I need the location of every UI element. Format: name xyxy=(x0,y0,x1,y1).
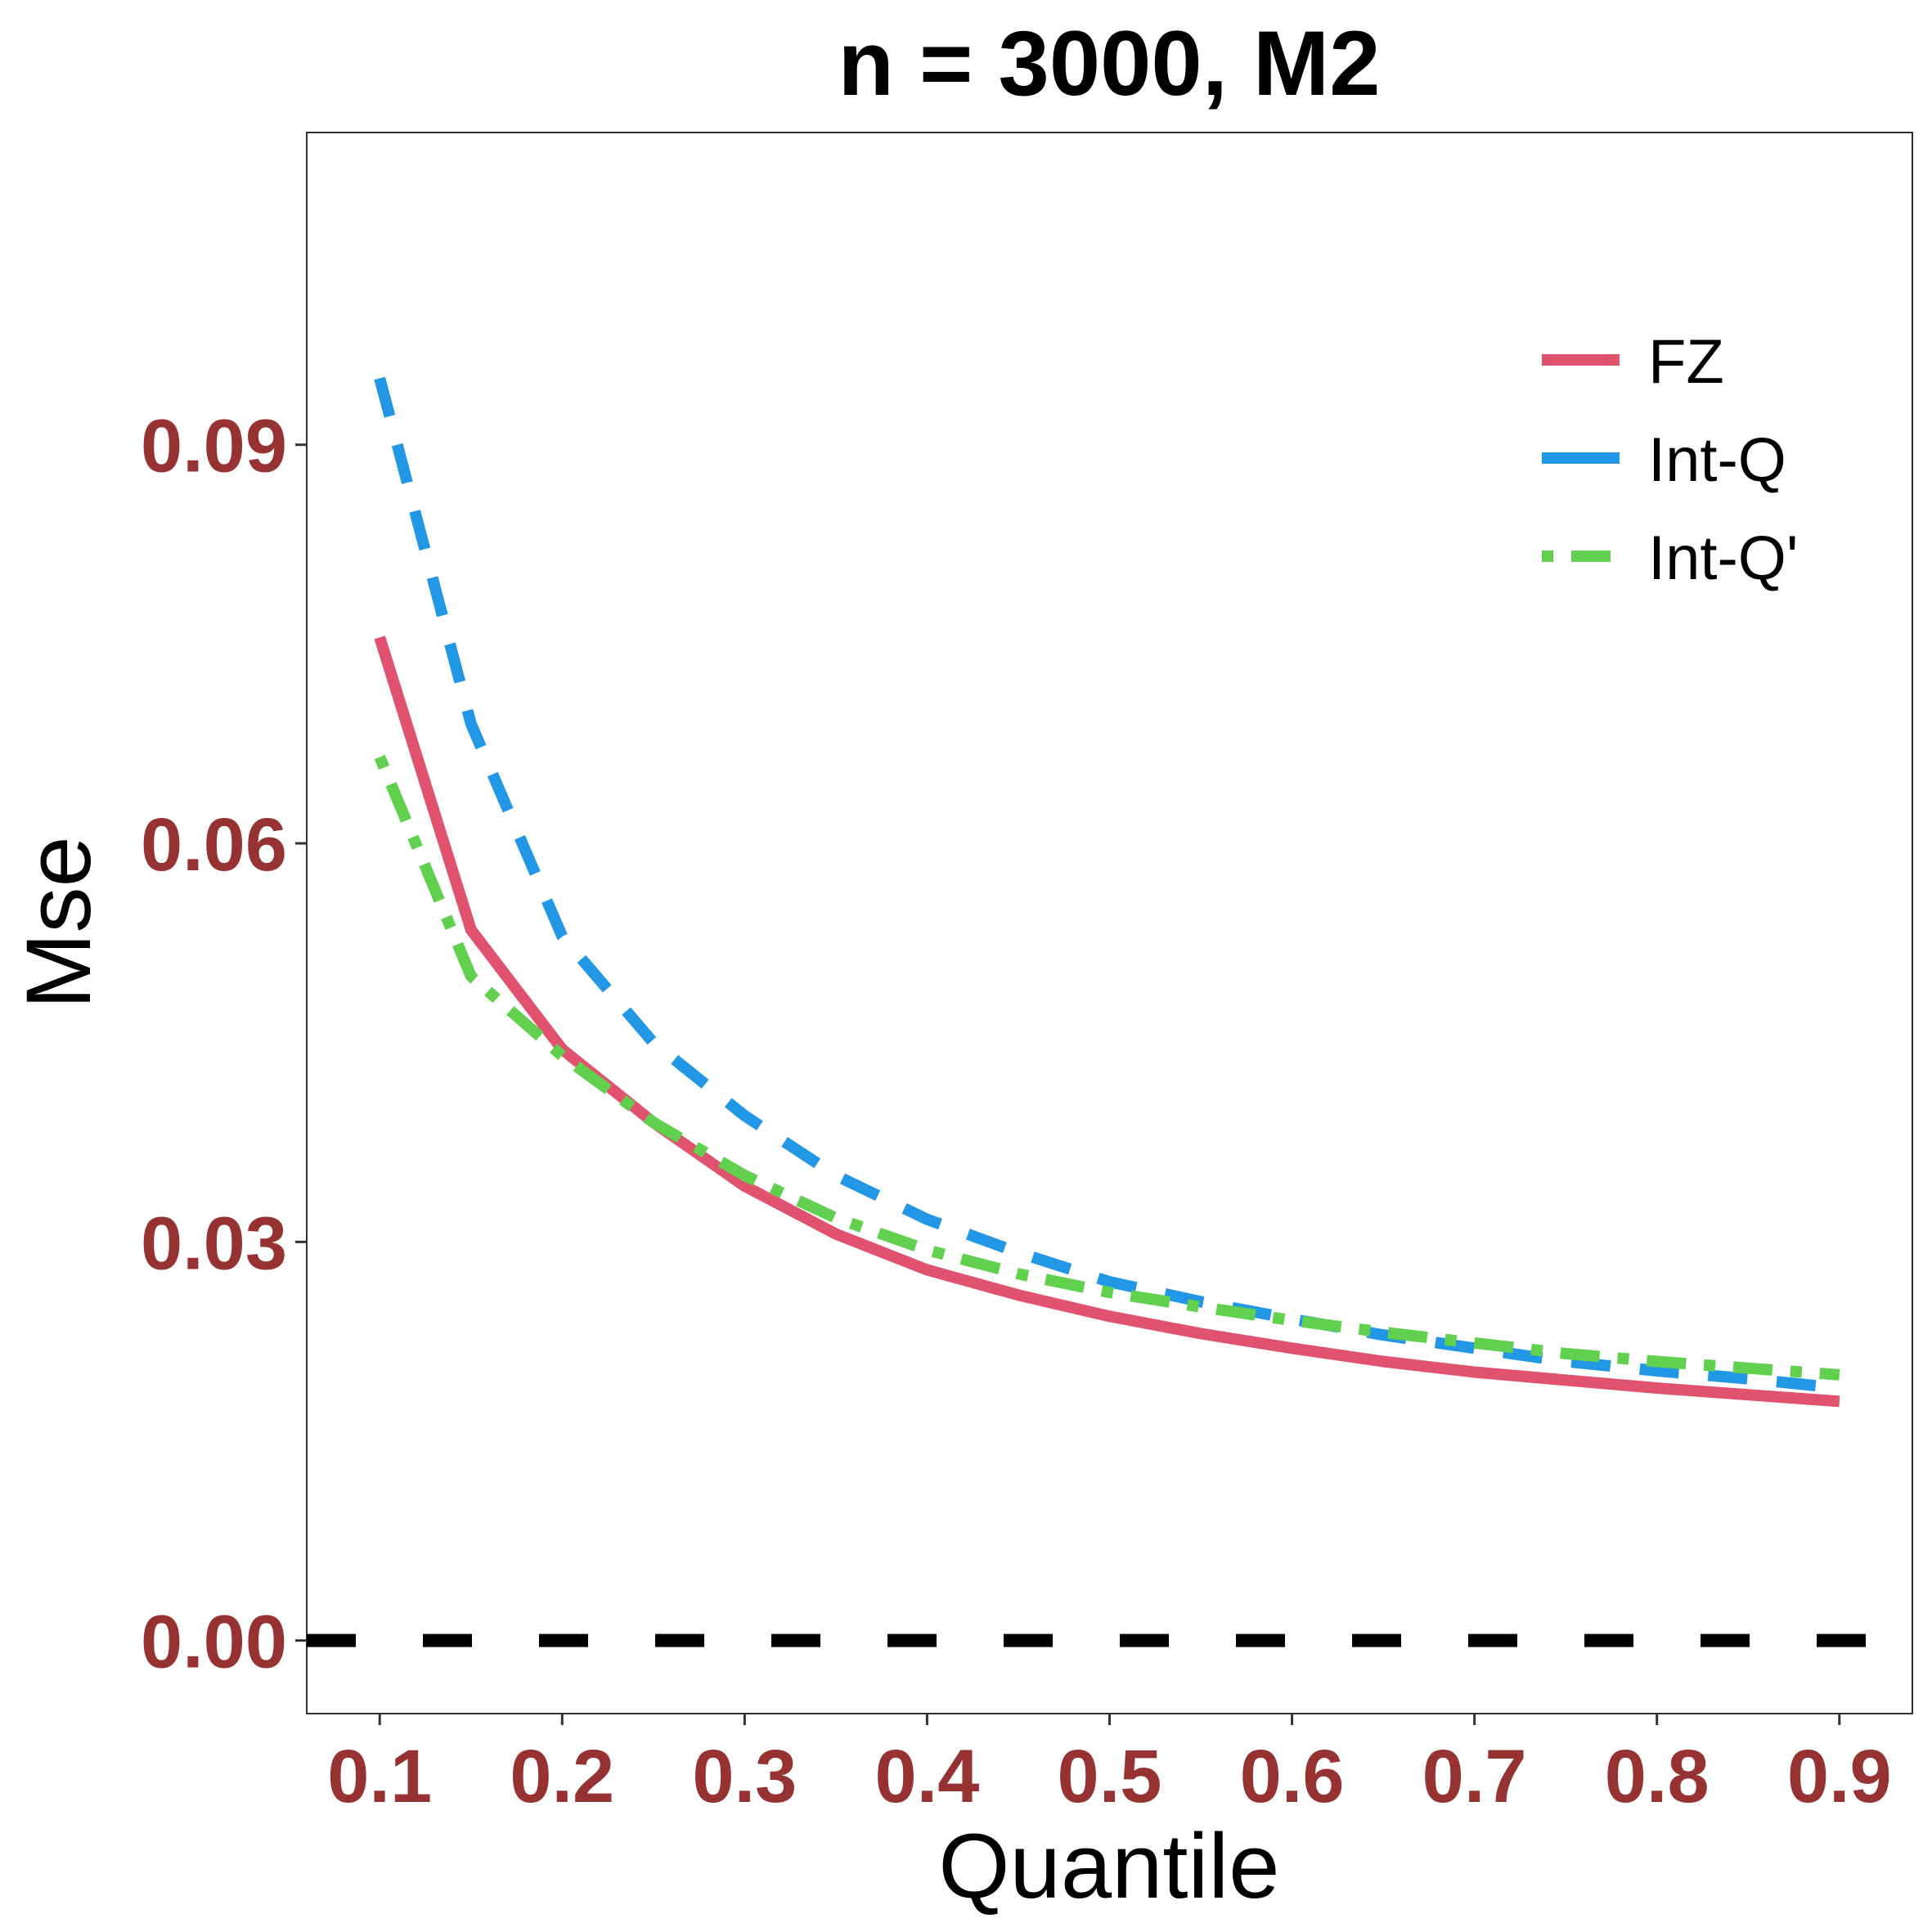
x-tick-label: 0.2 xyxy=(510,1735,614,1818)
x-tick-label: 0.9 xyxy=(1787,1735,1892,1818)
series-line-int-q xyxy=(374,376,1840,1394)
legend-label-int-q: Int-Q xyxy=(1648,425,1786,495)
x-tick-label: 0.1 xyxy=(327,1735,432,1818)
x-tick-label: 0.5 xyxy=(1058,1735,1162,1818)
y-tick-label: 0.03 xyxy=(141,1202,287,1285)
x-tick-label: 0.4 xyxy=(874,1735,979,1818)
series-line-int-q xyxy=(374,754,1840,1381)
series-line-fz xyxy=(374,636,1840,1408)
chart-title: n = 3000, M2 xyxy=(838,12,1380,115)
y-axis: 0.00 0.03 0.06 0.09 xyxy=(141,405,307,1684)
y-tick-label: 0.00 xyxy=(141,1601,287,1684)
legend-label-int-q: Int-Q' xyxy=(1648,523,1798,593)
x-tick-label: 0.8 xyxy=(1605,1735,1710,1818)
legend-label-fz: FZ xyxy=(1648,327,1724,397)
x-axis-title: Quantile xyxy=(938,1815,1279,1917)
y-tick-label: 0.06 xyxy=(141,803,287,887)
legend: FZ Int-Q Int-Q' xyxy=(1542,327,1798,593)
series-layer xyxy=(374,376,1840,1408)
y-axis-title: Mse xyxy=(7,836,110,1009)
x-tick-label: 0.7 xyxy=(1422,1735,1527,1818)
x-tick-label: 0.6 xyxy=(1240,1735,1345,1818)
x-axis: 0.1 0.2 0.3 0.4 0.5 0.6 0.7 0.8 0.9 xyxy=(327,1714,1892,1818)
x-tick-label: 0.3 xyxy=(692,1735,797,1818)
y-tick-label: 0.09 xyxy=(141,405,287,488)
